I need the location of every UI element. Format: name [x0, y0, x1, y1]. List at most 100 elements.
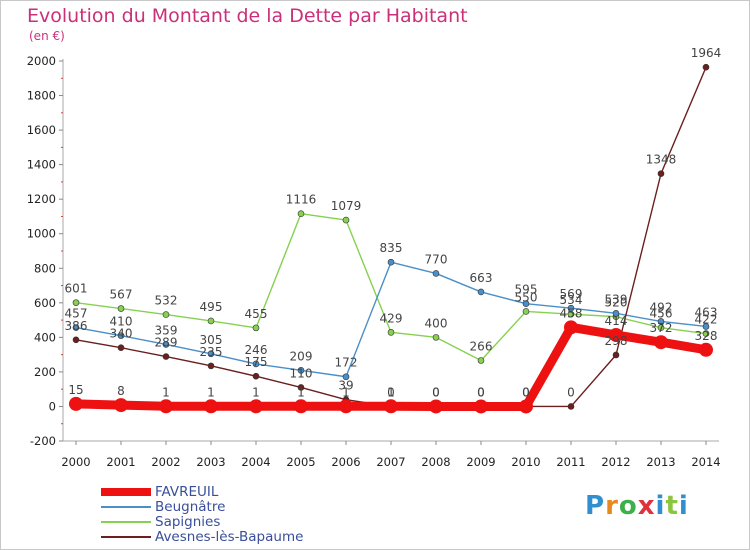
data-label: 0 [522, 385, 530, 399]
series-line-3 [75, 66, 707, 408]
data-label: 1 [387, 385, 395, 399]
x-tick-label: 2010 [511, 455, 540, 469]
data-point [297, 210, 305, 217]
data-point [294, 399, 308, 414]
data-point [252, 360, 260, 368]
data-point [612, 351, 620, 359]
data-label: 298 [605, 334, 628, 348]
data-point [384, 399, 398, 414]
data-point [117, 305, 125, 312]
data-point [207, 362, 215, 370]
legend-label: FAVREUIL [155, 484, 219, 500]
data-label: 458 [560, 306, 583, 320]
y-tick-label: 1600 [27, 123, 56, 137]
x-tick-label: 2005 [286, 455, 315, 469]
data-label: 340 [110, 327, 133, 341]
legend-swatch [101, 521, 151, 523]
data-label: 172 [335, 356, 358, 370]
data-point [387, 258, 395, 266]
data-point [702, 330, 710, 337]
x-tick-label: 2003 [196, 455, 225, 469]
data-label: 15 [68, 383, 83, 397]
x-tick-label: 2001 [106, 455, 135, 469]
data-point [612, 310, 620, 317]
data-point [387, 329, 395, 336]
data-point [162, 353, 170, 360]
y-tick-label: 800 [34, 261, 56, 275]
data-labels: 601 567 532 495 455 1116 1079 429 400 266 550 534 52… [65, 46, 722, 399]
data-label: 463 [695, 305, 718, 319]
data-label: 328 [695, 329, 718, 343]
x-tick-label: 2007 [376, 455, 405, 469]
x-tick-label: 2006 [331, 455, 360, 469]
data-point [342, 373, 350, 381]
data-point [522, 300, 530, 307]
series-layer [69, 63, 713, 414]
data-point [72, 324, 80, 331]
data-label: 663 [470, 271, 493, 285]
y-tick-label: 1000 [27, 227, 56, 241]
data-point [297, 367, 305, 374]
data-point [69, 396, 83, 411]
data-point [519, 399, 533, 414]
legend-swatch [101, 536, 151, 538]
x-tick-label: 2000 [61, 455, 90, 469]
data-point [342, 216, 350, 224]
data-label: 456 [650, 307, 673, 321]
data-point [159, 399, 173, 414]
data-label: 0 [432, 385, 440, 399]
legend-label: Beugnâtre [155, 499, 226, 515]
data-label: 569 [560, 287, 583, 301]
data-label: 1 [162, 385, 170, 399]
data-label: 422 [695, 313, 718, 327]
data-point [162, 341, 170, 348]
data-label: 372 [650, 321, 673, 335]
data-point [702, 63, 710, 71]
data-label: 835 [380, 241, 403, 255]
data-label: 359 [155, 323, 178, 337]
chart-title: Evolution du Montant de la Dette par Hab… [27, 5, 468, 27]
data-label: 0 [567, 385, 575, 399]
data-label: 246 [245, 343, 268, 357]
data-point [702, 323, 710, 330]
data-label: 1964 [691, 46, 722, 60]
data-label: 110 [290, 366, 313, 380]
y-tick-label: 200 [34, 365, 56, 379]
data-label: 429 [380, 311, 403, 325]
data-label: 414 [605, 314, 628, 328]
data-point [567, 304, 575, 312]
data-label: 266 [470, 340, 493, 354]
data-point [249, 399, 263, 414]
data-point [654, 335, 668, 350]
legend-label: Avesnes-lès-Bapaume [155, 529, 304, 545]
unit-label: (en €) [29, 29, 65, 43]
legend-swatch [101, 506, 151, 508]
data-label: 1348 [646, 153, 677, 167]
x-tick-label: 2014 [691, 455, 720, 469]
data-label: 539 [605, 292, 628, 306]
data-label: 495 [200, 300, 223, 314]
y-tick-label: 0 [49, 399, 56, 413]
data-point [699, 342, 713, 357]
x-tick-label: 2002 [151, 455, 180, 469]
data-label: 1 [297, 385, 305, 399]
data-label: 1 [207, 385, 215, 399]
data-label: 601 [65, 282, 88, 296]
x-tick-label: 2009 [466, 455, 495, 469]
x-tick-label: 2008 [421, 455, 450, 469]
data-label: 1079 [331, 199, 362, 213]
data-label: 0 [477, 385, 485, 399]
data-point [297, 384, 305, 391]
data-label: 595 [515, 283, 538, 297]
data-point [432, 334, 440, 341]
data-label: 386 [65, 319, 88, 333]
data-point [429, 399, 443, 414]
y-tick-label: 600 [34, 296, 56, 310]
data-point [207, 317, 215, 325]
data-label: 209 [290, 349, 313, 363]
y-tick-label: 400 [34, 330, 56, 344]
data-label: 410 [110, 315, 133, 329]
data-point [252, 324, 260, 332]
